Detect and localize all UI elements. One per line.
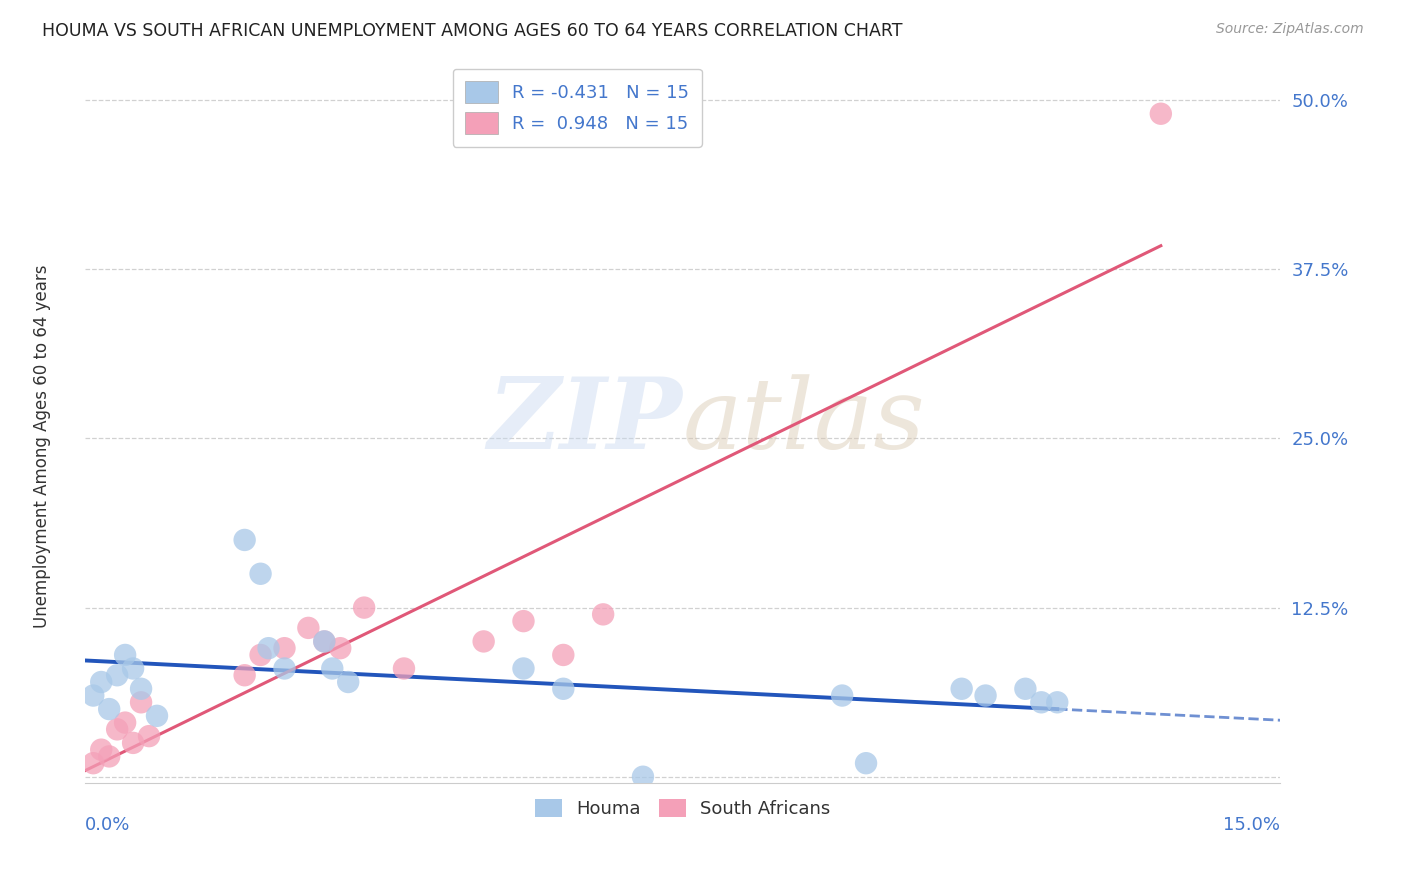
Point	[122, 661, 145, 675]
Point	[353, 600, 375, 615]
Point	[314, 634, 336, 648]
Point	[329, 641, 352, 656]
Point	[392, 661, 415, 675]
Point	[950, 681, 973, 696]
Point	[146, 709, 169, 723]
Point	[553, 681, 575, 696]
Point	[1014, 681, 1036, 696]
Point	[512, 661, 534, 675]
Point	[1150, 106, 1173, 120]
Point	[592, 607, 614, 622]
Point	[90, 675, 112, 690]
Point	[249, 566, 271, 581]
Point	[1046, 695, 1069, 709]
Text: 15.0%: 15.0%	[1223, 816, 1281, 834]
Point	[831, 689, 853, 703]
Point	[1031, 695, 1053, 709]
Point	[82, 689, 104, 703]
Point	[512, 614, 534, 628]
Point	[105, 723, 128, 737]
Point	[98, 702, 121, 716]
Text: 0.0%: 0.0%	[86, 816, 131, 834]
Point	[249, 648, 271, 662]
Point	[98, 749, 121, 764]
Point	[129, 681, 152, 696]
Point	[233, 533, 256, 547]
Point	[82, 756, 104, 771]
Point	[273, 661, 295, 675]
Text: Source: ZipAtlas.com: Source: ZipAtlas.com	[1216, 22, 1364, 37]
Point	[631, 770, 654, 784]
Point	[472, 634, 495, 648]
Point	[337, 675, 360, 690]
Point	[314, 634, 336, 648]
Point	[90, 742, 112, 756]
Point	[122, 736, 145, 750]
Point	[138, 729, 160, 743]
Point	[297, 621, 319, 635]
Point	[129, 695, 152, 709]
Legend: Houma, South Africans: Houma, South Africans	[527, 791, 838, 825]
Text: ZIP: ZIP	[488, 373, 683, 470]
Point	[974, 689, 997, 703]
Point	[233, 668, 256, 682]
Point	[553, 648, 575, 662]
Point	[105, 668, 128, 682]
Text: Unemployment Among Ages 60 to 64 years: Unemployment Among Ages 60 to 64 years	[34, 264, 51, 628]
Point	[114, 648, 136, 662]
Point	[114, 715, 136, 730]
Point	[273, 641, 295, 656]
Point	[321, 661, 343, 675]
Point	[855, 756, 877, 771]
Text: HOUMA VS SOUTH AFRICAN UNEMPLOYMENT AMONG AGES 60 TO 64 YEARS CORRELATION CHART: HOUMA VS SOUTH AFRICAN UNEMPLOYMENT AMON…	[42, 22, 903, 40]
Text: atlas: atlas	[683, 374, 925, 469]
Point	[257, 641, 280, 656]
